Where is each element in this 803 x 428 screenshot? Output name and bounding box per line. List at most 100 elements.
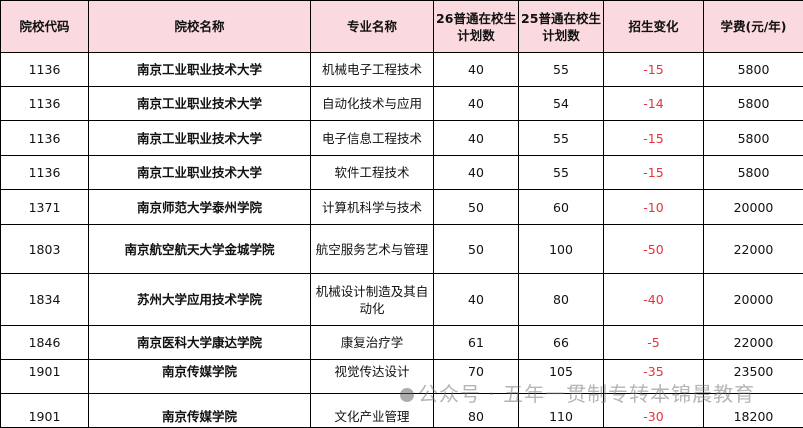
wechat-icon [400, 388, 414, 402]
cell-plan-25: 60 [518, 189, 604, 225]
cell-plan-26: 40 [433, 120, 519, 156]
table-row: 1846 南京医科大学康达学院 康复治疗学 61 66 -5 22000 [0, 325, 803, 360]
cell-school-text: 南京医科大学康达学院 [136, 335, 262, 350]
cell-plan-25-text: 55 [553, 62, 569, 77]
cell-major: 机械电子工程技术 [310, 52, 434, 87]
cell-major: 电子信息工程技术 [310, 120, 434, 156]
cell-code: 1371 [0, 189, 89, 225]
cell-major-text: 文化产业管理 [334, 409, 410, 424]
cell-code-text: 1803 [28, 241, 61, 257]
cell-tuition: 18200 [703, 393, 803, 428]
cell-code: 1136 [0, 120, 89, 156]
cell-major: 计算机科学与技术 [310, 189, 434, 225]
cell-plan-26-text: 40 [468, 130, 484, 146]
cell-tuition-text: 20000 [733, 199, 774, 215]
cell-school: 南京工业职业技术大学 [88, 52, 311, 87]
cell-change: -5 [603, 325, 704, 360]
cell-school-text: 南京工业职业技术大学 [136, 96, 262, 111]
cell-code: 1803 [0, 224, 89, 274]
table-row: 1136 南京工业职业技术大学 软件工程技术 40 55 -15 5800 [0, 155, 803, 190]
cell-major: 文化产业管理 [310, 393, 434, 428]
cell-plan-26: 40 [433, 273, 519, 326]
cell-tuition: 20000 [703, 189, 803, 225]
cell-plan-25: 55 [518, 120, 604, 156]
cell-plan-25-text: 54 [553, 96, 569, 111]
cell-change-text: -15 [643, 62, 664, 77]
cell-school: 南京师范大学泰州学院 [88, 189, 311, 225]
cell-code: 1901 [0, 393, 89, 428]
cell-code-text: 1136 [28, 62, 61, 77]
header-plan-25: 25普通在校生计划数 [518, 0, 604, 53]
cell-plan-26: 40 [433, 52, 519, 87]
cell-tuition-text: 23500 [733, 364, 774, 379]
cell-change-text: -40 [643, 292, 664, 307]
cell-plan-25-text: 110 [549, 409, 573, 424]
cell-plan-26-text: 40 [468, 292, 484, 307]
cell-change-text: -14 [643, 96, 664, 111]
cell-major-text: 软件工程技术 [334, 165, 410, 180]
cell-plan-26: 50 [433, 189, 519, 225]
cell-school-text: 南京传媒学院 [161, 409, 237, 424]
cell-code-text: 1136 [28, 165, 61, 180]
cell-plan-26: 80 [433, 393, 519, 428]
cell-code: 1136 [0, 155, 89, 190]
cell-tuition: 5800 [703, 120, 803, 156]
cell-code: 1846 [0, 325, 89, 360]
cell-school: 南京工业职业技术大学 [88, 155, 311, 190]
cell-code-text: 1901 [28, 409, 61, 424]
cell-plan-25-text: 80 [553, 292, 569, 307]
cell-plan-26: 40 [433, 86, 519, 121]
header-major: 专业名称 [310, 0, 434, 53]
header-tuition: 学费(元/年) [703, 0, 803, 53]
cell-school-text: 南京传媒学院 [161, 364, 237, 379]
cell-change-text: -5 [647, 335, 660, 350]
header-school: 院校名称 [88, 0, 311, 53]
cell-major: 软件工程技术 [310, 155, 434, 190]
cell-change: -50 [603, 224, 704, 274]
cell-school-text: 南京工业职业技术大学 [136, 130, 262, 146]
cell-plan-25: 54 [518, 86, 604, 121]
cell-tuition-text: 22000 [733, 241, 774, 257]
cell-major: 自动化技术与应用 [310, 86, 434, 121]
cell-code: 1136 [0, 52, 89, 87]
cell-plan-25: 110 [518, 393, 604, 428]
cell-plan-25: 55 [518, 52, 604, 87]
cell-plan-25: 66 [518, 325, 604, 360]
cell-tuition: 22000 [703, 325, 803, 360]
cell-school: 南京传媒学院 [88, 359, 311, 394]
cell-plan-26-text: 40 [468, 62, 484, 77]
cell-plan-26: 50 [433, 224, 519, 274]
cell-change: -14 [603, 86, 704, 121]
cell-change: -15 [603, 155, 704, 190]
cell-school-text: 南京工业职业技术大学 [136, 165, 262, 180]
table-row: 1136 南京工业职业技术大学 电子信息工程技术 40 55 -15 5800 [0, 120, 803, 156]
cell-code-text: 1846 [28, 335, 61, 350]
cell-plan-26: 61 [433, 325, 519, 360]
cell-change: -15 [603, 52, 704, 87]
cell-major: 航空服务艺术与管理 [310, 224, 434, 274]
watermark: 公众号 · 五年一贯制专转本锦晨教育 [400, 384, 755, 404]
cell-major: 机械设计制造及其自动化 [310, 273, 434, 326]
cell-tuition: 22000 [703, 224, 803, 274]
cell-tuition: 5800 [703, 52, 803, 87]
table-row: 1371 南京师范大学泰州学院 计算机科学与技术 50 60 -10 20000 [0, 189, 803, 225]
cell-tuition-text: 5800 [737, 130, 770, 146]
cell-plan-26: 70 [433, 359, 519, 394]
cell-school-text: 南京航空航天大学金城学院 [124, 241, 275, 257]
cell-code: 1834 [0, 273, 89, 326]
cell-major-text: 视觉传达设计 [334, 364, 410, 379]
cell-plan-25-text: 105 [549, 364, 573, 379]
cell-tuition-text: 22000 [733, 335, 774, 350]
cell-major-text: 机械电子工程技术 [321, 62, 422, 77]
cell-major-text: 航空服务艺术与管理 [315, 241, 429, 257]
cell-plan-26-text: 70 [468, 364, 484, 379]
cell-plan-25: 100 [518, 224, 604, 274]
cell-code-text: 1136 [28, 130, 61, 146]
cell-plan-25: 55 [518, 155, 604, 190]
cell-code: 1136 [0, 86, 89, 121]
header-code: 院校代码 [0, 0, 89, 53]
cell-code-text: 1136 [28, 96, 61, 111]
cell-change-text: -10 [643, 199, 664, 215]
cell-school: 南京医科大学康达学院 [88, 325, 311, 360]
